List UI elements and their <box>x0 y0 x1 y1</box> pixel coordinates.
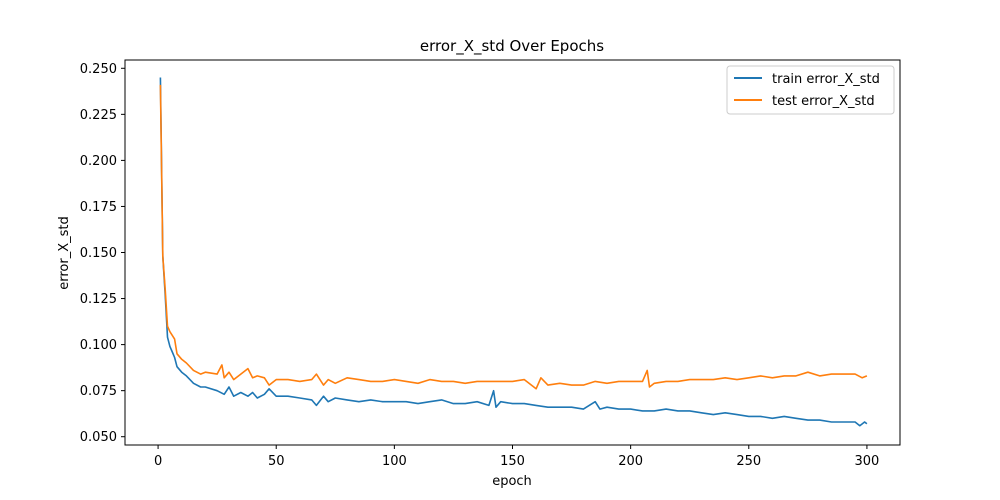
series-line-test <box>159 84 868 390</box>
plot-background <box>125 60 900 445</box>
x-tick-label: 50 <box>268 454 285 469</box>
legend-label-test: test error_X_std <box>772 94 875 109</box>
y-axis-label: error_X_std <box>57 216 72 290</box>
x-tick-label: 250 <box>736 454 761 469</box>
y-axis: 0.050 0.075 0.100 0.125 0.150 0.175 0.200 0.225… <box>80 62 125 445</box>
y-tick-label: 0.125 <box>80 292 117 307</box>
y-tick-label: 0.225 <box>80 108 117 123</box>
x-tick-label: 200 <box>618 454 643 469</box>
series-layer <box>159 77 868 427</box>
y-tick-label: 0.075 <box>80 384 117 399</box>
legend: train error_X_std test error_X_std <box>726 65 895 115</box>
y-tick-label: 0.150 <box>80 246 117 261</box>
chart-title: error_X_std Over Epochs <box>420 37 604 56</box>
x-tick-label: 0 <box>154 454 162 469</box>
y-tick-label: 0.050 <box>80 430 117 445</box>
x-axis: 0 50 100 150 200 250 300 <box>154 445 879 469</box>
y-tick-label: 0.175 <box>80 200 117 215</box>
y-tick-label: 0.250 <box>80 62 117 77</box>
x-tick-label: 300 <box>855 454 880 469</box>
y-tick-label: 0.100 <box>80 338 117 353</box>
x-tick-label: 150 <box>500 454 525 469</box>
y-tick-label: 0.200 <box>80 154 117 169</box>
x-tick-label: 100 <box>382 454 407 469</box>
x-axis-label: epoch <box>492 474 532 489</box>
legend-label-train: train error_X_std <box>772 72 880 87</box>
series-line-train <box>159 77 868 427</box>
legend-box <box>726 65 895 115</box>
